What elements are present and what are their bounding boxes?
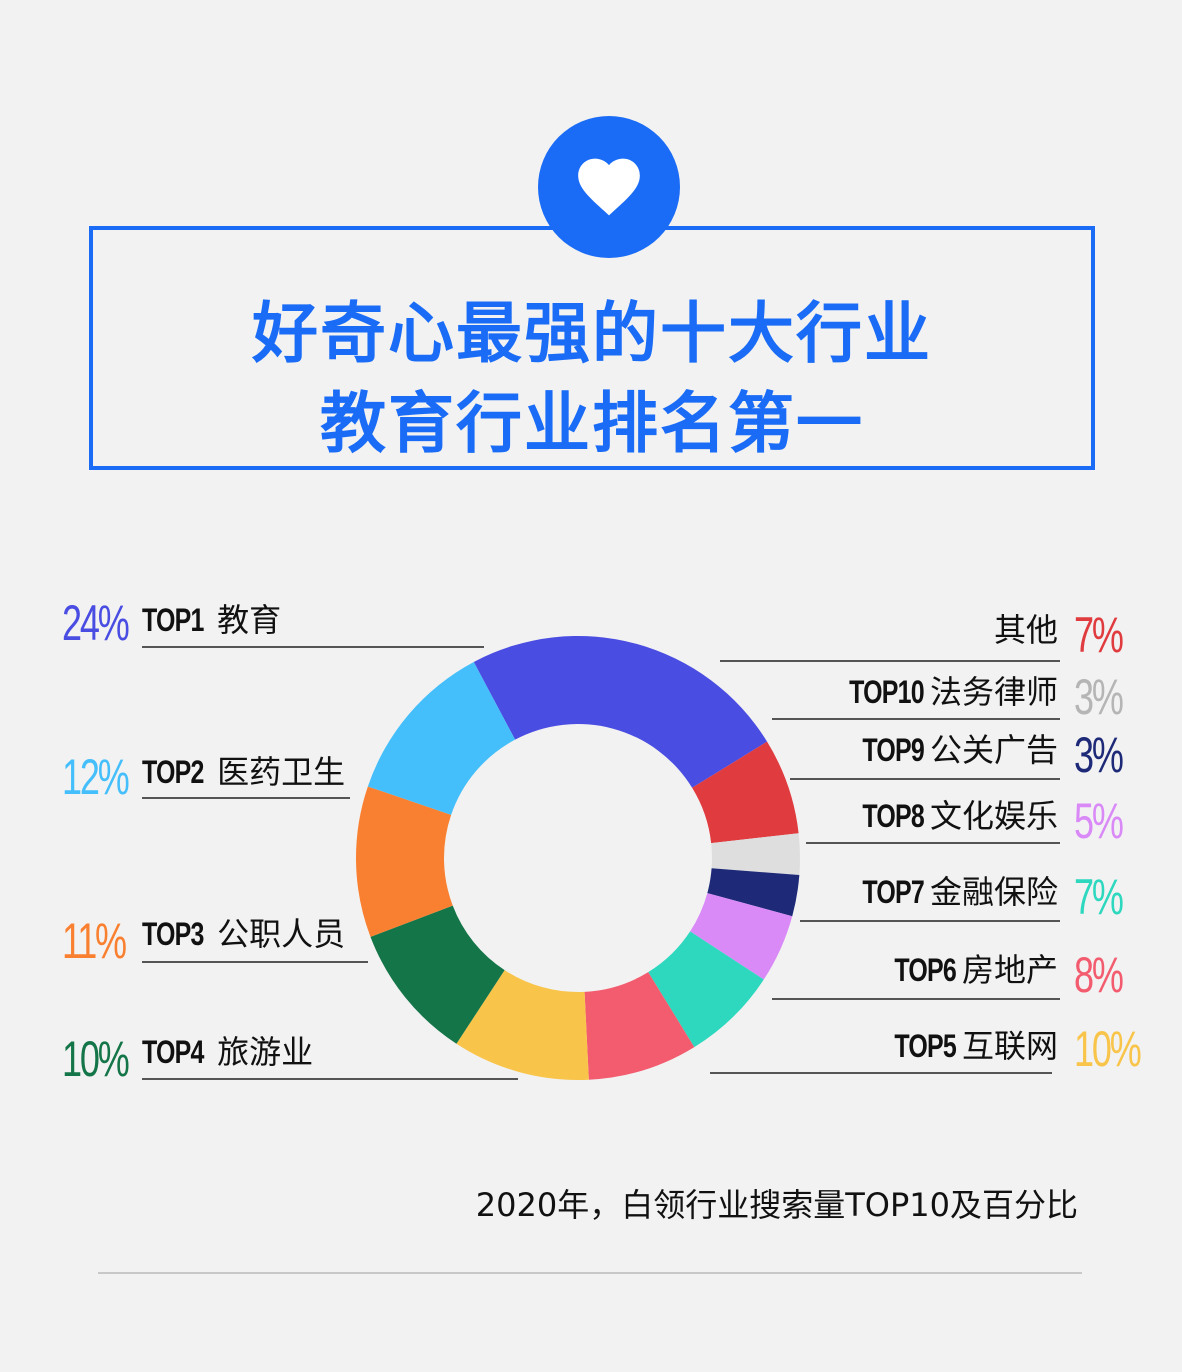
leader-line-top6 <box>772 998 1060 1000</box>
donut-slice-top8 <box>690 893 793 980</box>
rank-top9: TOP9 <box>862 732 924 768</box>
leader-line-top8 <box>806 842 1060 844</box>
leader-line-top5 <box>710 1072 1052 1074</box>
title-box: 好奇心最强的十大行业 教育行业排名第一 <box>89 226 1095 470</box>
label-top9: TOP9 公关广告 <box>859 734 1058 766</box>
pct-label-top3: 11% <box>62 913 127 969</box>
name-top10: 法务律师 <box>929 673 1058 711</box>
rank-top6: TOP6 <box>894 952 956 988</box>
rank-top7: TOP7 <box>862 874 924 910</box>
label-top8: TOP8 文化娱乐 <box>859 800 1058 832</box>
bottom-divider <box>98 1272 1082 1274</box>
name-top5: 互联网 <box>961 1027 1058 1065</box>
name-top6: 房地产 <box>961 951 1058 989</box>
rank-top3: TOP3 <box>142 916 204 952</box>
donut-slice-other <box>692 741 799 844</box>
pct-label-top6: 8% <box>1074 947 1124 1003</box>
pct-label-top9: 3% <box>1074 727 1124 783</box>
label-top3: TOP3 公职人员 <box>142 918 345 950</box>
chart-caption: 2020年，白领行业搜索量TOP10及百分比 <box>475 1186 1078 1224</box>
pct-label-top8: 5% <box>1074 793 1124 849</box>
name-top4: 旅游业 <box>217 1033 314 1071</box>
donut-slice-top2 <box>367 661 516 815</box>
rank-top10: TOP10 <box>849 674 924 710</box>
donut-slice-top4 <box>370 905 505 1044</box>
heart-icon <box>578 158 640 216</box>
pct-label-top4: 10% <box>62 1031 130 1087</box>
label-top1: TOP1 教育 <box>142 604 281 636</box>
donut-slice-top5 <box>456 970 589 1081</box>
donut-slice-top7 <box>648 931 764 1048</box>
donut-slice-top1 <box>473 636 768 788</box>
pct-label-top1: 24% <box>62 595 130 651</box>
pct-label-top2: 12% <box>62 749 130 805</box>
label-top2: TOP2 医药卫生 <box>142 756 345 788</box>
label-top5: TOP5 互联网 <box>891 1030 1058 1062</box>
donut-slice-top6 <box>584 972 695 1080</box>
name-top3: 公职人员 <box>217 915 346 953</box>
title-line-1: 好奇心最强的十大行业 <box>252 295 932 372</box>
name-top2: 医药卫生 <box>217 753 346 791</box>
rank-top4: TOP4 <box>142 1034 204 1070</box>
leader-line-top7 <box>800 920 1060 922</box>
leader-line-top10 <box>772 718 1060 720</box>
leader-line-top3 <box>142 961 368 963</box>
name-top7: 金融保险 <box>929 873 1058 911</box>
label-top6: TOP6 房地产 <box>891 954 1058 986</box>
name-top9: 公关广告 <box>929 731 1058 769</box>
pct-label-top5: 10% <box>1074 1021 1142 1077</box>
pct-label-other: 7% <box>1074 607 1124 663</box>
donut-slice-top3 <box>355 786 453 937</box>
rank-top1: TOP1 <box>142 602 204 638</box>
name-other: 其他 <box>993 611 1058 649</box>
label-other: 其他 <box>994 614 1058 646</box>
donut-slice-top9 <box>707 868 800 917</box>
label-top10: TOP10 法务律师 <box>842 676 1058 708</box>
name-top8: 文化娱乐 <box>929 797 1058 835</box>
pct-label-top10: 3% <box>1074 669 1124 725</box>
name-top1: 教育 <box>217 601 282 639</box>
donut-slice-top10 <box>711 833 800 876</box>
leader-line-top4 <box>142 1078 518 1080</box>
leader-line-top2 <box>142 797 350 799</box>
label-top4: TOP4 旅游业 <box>142 1036 313 1068</box>
heart-badge <box>538 116 680 258</box>
rank-top2: TOP2 <box>142 754 204 790</box>
pct-label-top7: 7% <box>1074 869 1124 925</box>
leader-line-top1 <box>142 646 484 648</box>
rank-top5: TOP5 <box>894 1028 956 1064</box>
rank-top8: TOP8 <box>862 798 924 834</box>
title-line-2: 教育行业排名第一 <box>320 385 864 462</box>
leader-line-top9 <box>790 778 1060 780</box>
label-top7: TOP7 金融保险 <box>859 876 1058 908</box>
leader-line-other <box>720 660 1060 662</box>
